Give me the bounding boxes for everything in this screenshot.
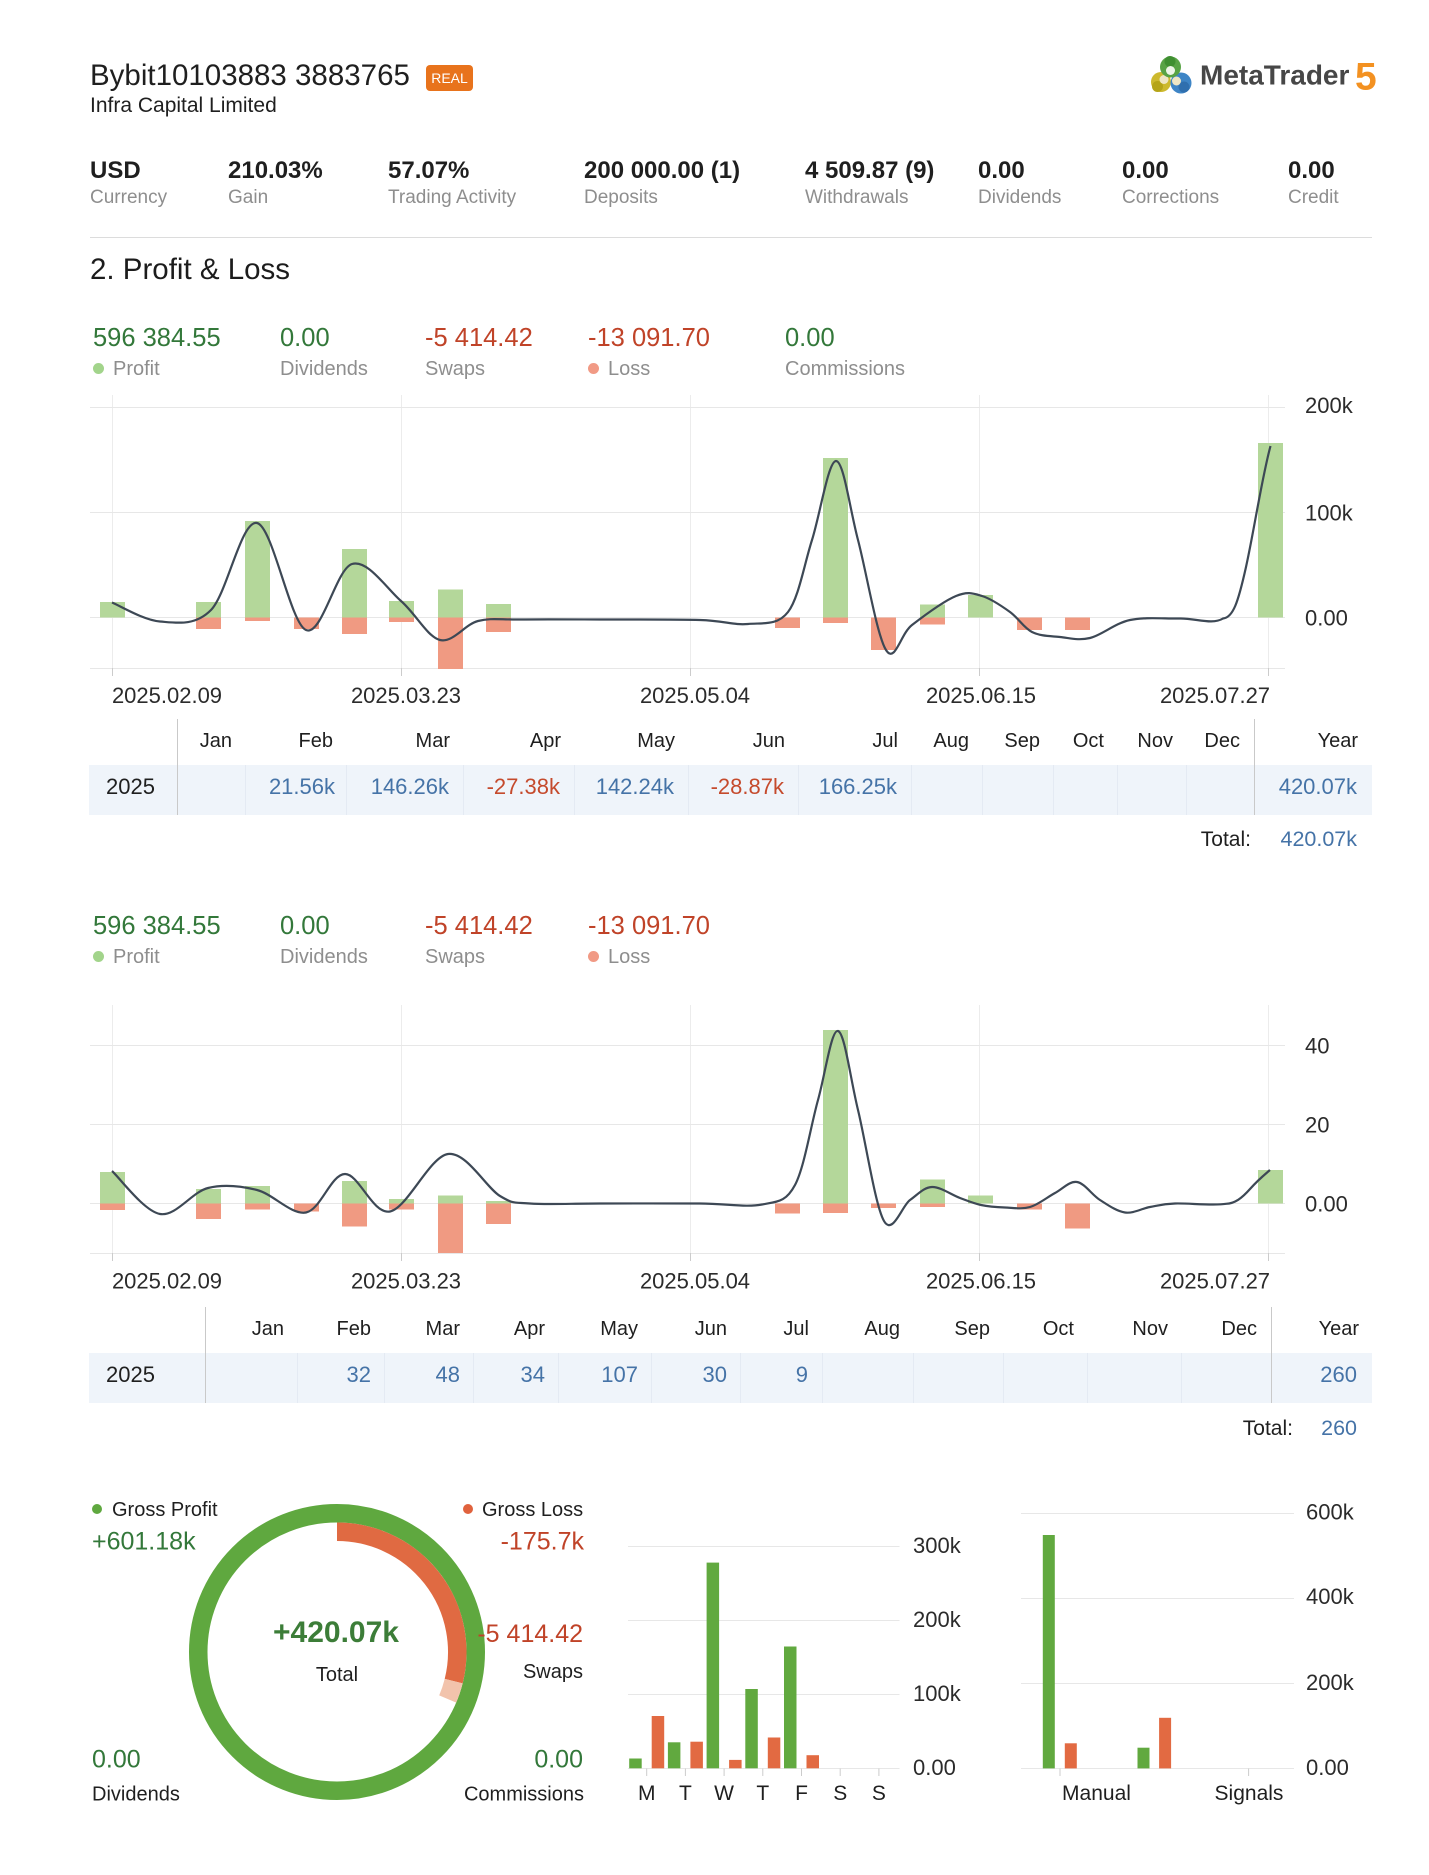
svg-text:0.00: 0.00	[1306, 1755, 1349, 1780]
svg-text:2025.05.04: 2025.05.04	[640, 683, 750, 708]
svg-text:2025.02.09: 2025.02.09	[112, 683, 222, 708]
svg-text:Swaps: Swaps	[523, 1661, 583, 1683]
svg-text:0.00: 0.00	[913, 1755, 956, 1780]
svg-text:200k: 200k	[913, 1607, 962, 1632]
svg-text:2025.03.23: 2025.03.23	[351, 1269, 461, 1294]
svg-text:2025.06.15: 2025.06.15	[926, 683, 1036, 708]
svg-text:0.00: 0.00	[1305, 606, 1348, 631]
svg-text:Signals: Signals	[1215, 1782, 1284, 1805]
svg-text:Total: Total	[316, 1664, 358, 1686]
svg-text:+420.07k: +420.07k	[273, 1616, 399, 1649]
svg-text:0.00: 0.00	[534, 1746, 583, 1774]
svg-text:MetaTrader: MetaTrader	[1200, 60, 1349, 91]
svg-text:M: M	[638, 1782, 656, 1805]
svg-text:Gross Loss: Gross Loss	[482, 1499, 583, 1521]
svg-text:200k: 200k	[1305, 393, 1354, 418]
svg-text:2025.05.04: 2025.05.04	[640, 1269, 750, 1294]
svg-text:Dividends: Dividends	[92, 1784, 180, 1806]
svg-text:2025.02.09: 2025.02.09	[112, 1269, 222, 1294]
svg-text:T: T	[679, 1782, 692, 1805]
svg-text:+601.18k: +601.18k	[92, 1528, 196, 1556]
svg-text:2025.06.15: 2025.06.15	[926, 1269, 1036, 1294]
svg-text:W: W	[714, 1782, 734, 1805]
svg-text:600k: 600k	[1306, 1500, 1355, 1525]
svg-text:T: T	[756, 1782, 769, 1805]
svg-text:2025.03.23: 2025.03.23	[351, 683, 461, 708]
svg-text:2025.07.27: 2025.07.27	[1160, 683, 1270, 708]
svg-text:S: S	[872, 1782, 886, 1805]
svg-text:Manual: Manual	[1062, 1782, 1131, 1805]
svg-text:Gross Profit: Gross Profit	[112, 1499, 218, 1521]
svg-text:5: 5	[1355, 56, 1377, 99]
svg-text:200k: 200k	[1306, 1670, 1355, 1695]
svg-text:400k: 400k	[1306, 1584, 1355, 1609]
svg-text:100k: 100k	[1305, 501, 1354, 526]
svg-text:20: 20	[1305, 1113, 1329, 1138]
svg-text:S: S	[833, 1782, 847, 1805]
svg-text:Commissions: Commissions	[464, 1784, 584, 1806]
svg-text:100k: 100k	[913, 1681, 962, 1706]
svg-text:-175.7k: -175.7k	[501, 1528, 585, 1556]
svg-text:40: 40	[1305, 1034, 1329, 1059]
svg-text:F: F	[795, 1782, 808, 1805]
svg-text:0.00: 0.00	[1305, 1192, 1348, 1217]
svg-text:2025.07.27: 2025.07.27	[1160, 1269, 1270, 1294]
svg-text:0.00: 0.00	[92, 1746, 141, 1774]
svg-text:300k: 300k	[913, 1533, 962, 1558]
svg-text:-5 414.42: -5 414.42	[477, 1620, 583, 1648]
